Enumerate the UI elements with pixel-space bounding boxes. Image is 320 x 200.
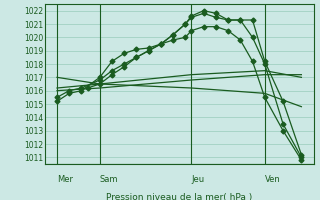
Text: Jeu: Jeu xyxy=(191,175,204,184)
Text: Sam: Sam xyxy=(100,175,118,184)
Text: Mer: Mer xyxy=(57,175,73,184)
Text: Pression niveau de la mer( hPa ): Pression niveau de la mer( hPa ) xyxy=(106,193,252,200)
Text: Ven: Ven xyxy=(265,175,280,184)
